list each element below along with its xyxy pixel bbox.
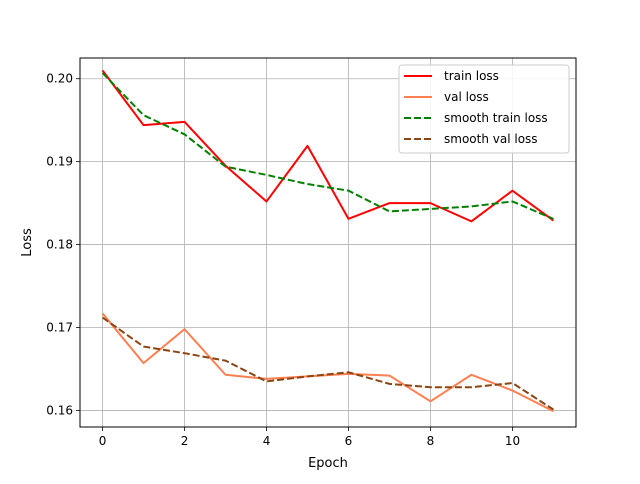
y-tick-label: 0.18 bbox=[46, 238, 73, 252]
x-tick-label: 8 bbox=[427, 434, 435, 448]
legend-label: smooth val loss bbox=[444, 132, 538, 146]
y-tick-label: 0.17 bbox=[46, 320, 73, 334]
legend-label: smooth train loss bbox=[444, 111, 548, 125]
x-tick-label: 2 bbox=[181, 434, 189, 448]
data-series bbox=[101, 69, 555, 413]
axis-ticks: 0 2 4 6 8 10 0.16 0.17 0.18 0.19 0.20 bbox=[46, 72, 520, 448]
series-line-smooth-val-loss bbox=[101, 316, 554, 411]
legend-label: val loss bbox=[444, 90, 489, 104]
legend: train loss val loss smooth train loss smoot… bbox=[398, 64, 570, 154]
series-line-smooth-train-loss bbox=[101, 72, 554, 220]
y-tick-label: 0.16 bbox=[46, 403, 73, 417]
series-line-train-loss bbox=[101, 69, 555, 223]
y-tick-label: 0.19 bbox=[46, 155, 73, 169]
y-tick-label: 0.20 bbox=[46, 72, 73, 86]
axes-frame bbox=[79, 57, 577, 428]
legend-box bbox=[398, 64, 570, 154]
x-tick-label: 10 bbox=[505, 434, 520, 448]
x-tick-label: 6 bbox=[345, 434, 353, 448]
x-tick-label: 4 bbox=[263, 434, 271, 448]
x-axis-label: Epoch bbox=[308, 456, 348, 471]
legend-label: train loss bbox=[444, 69, 499, 83]
x-tick-label: 0 bbox=[99, 434, 107, 448]
y-axis-label: Loss bbox=[20, 228, 35, 257]
